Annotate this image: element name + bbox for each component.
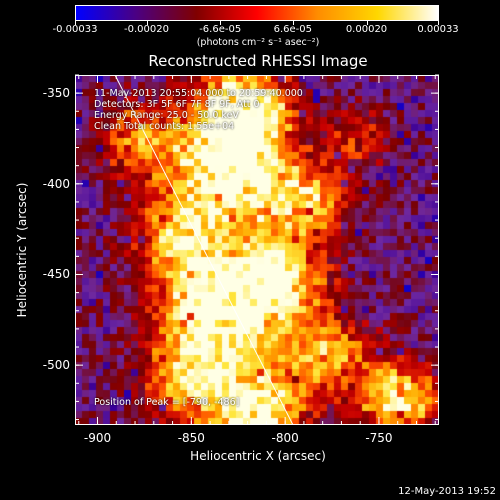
detectors-text: Detectors: 3F 5F 6F 7F 8F 9F, Att 0 [94, 99, 260, 110]
x-tick-label: -900 [83, 431, 112, 445]
peak-position-text: Position of Peak = [-790, -486] [94, 397, 240, 408]
colorbar-tick [75, 21, 76, 25]
colorbar-tick-label: -0.00020 [124, 24, 169, 35]
y-tick-label: -500 [42, 358, 70, 373]
colorbar-tick-label: 6.6e-05 [273, 24, 312, 35]
method-counts-text: Clean Total counts: 1.55e+04 [94, 121, 235, 132]
colorbar-tick [146, 21, 148, 25]
rhessi-image [75, 75, 439, 425]
y-tick-label: -350 [42, 86, 70, 101]
colorbar-tick-label: 0.00033 [417, 24, 459, 35]
plot-title: Reconstructed RHESSI Image [148, 52, 368, 70]
colorbar-tick-label: -6.6e-05 [199, 24, 242, 35]
x-tick-label: -800 [271, 431, 299, 445]
colorbar-tick-label: -0.00033 [52, 24, 98, 35]
x-axis-label: Heliocentric X (arcsec) [190, 449, 326, 463]
y-tick-label: -400 [42, 176, 70, 191]
energy-range-text: Energy Range: 25.0 - 50.0 keV [94, 110, 239, 121]
colorbar-tick-label: 0.00020 [345, 24, 388, 35]
colorbar-tick [220, 21, 222, 25]
time-range-text: 11-May-2013 20:55:04.000 to 20:59:40.000 [94, 88, 303, 99]
x-tick-label: -850 [177, 431, 205, 445]
y-tick-label: -450 [42, 267, 70, 282]
colorbar-tick [438, 21, 439, 25]
colorbar-units-label: (photons cm⁻² s⁻¹ asec⁻²) [196, 37, 320, 48]
colorbar-tick [366, 21, 368, 25]
limb-line-overlay [114, 75, 294, 425]
heatmap-canvas [75, 75, 439, 425]
footer-date: 12-May-2013 19:52 [398, 486, 496, 497]
solar-limb-line [114, 75, 294, 425]
colorbar-tick [292, 21, 294, 25]
x-tick-label: -750 [365, 431, 393, 445]
y-axis-label: Heliocentric Y (arcsec) [15, 182, 29, 318]
colorbar [75, 5, 439, 21]
